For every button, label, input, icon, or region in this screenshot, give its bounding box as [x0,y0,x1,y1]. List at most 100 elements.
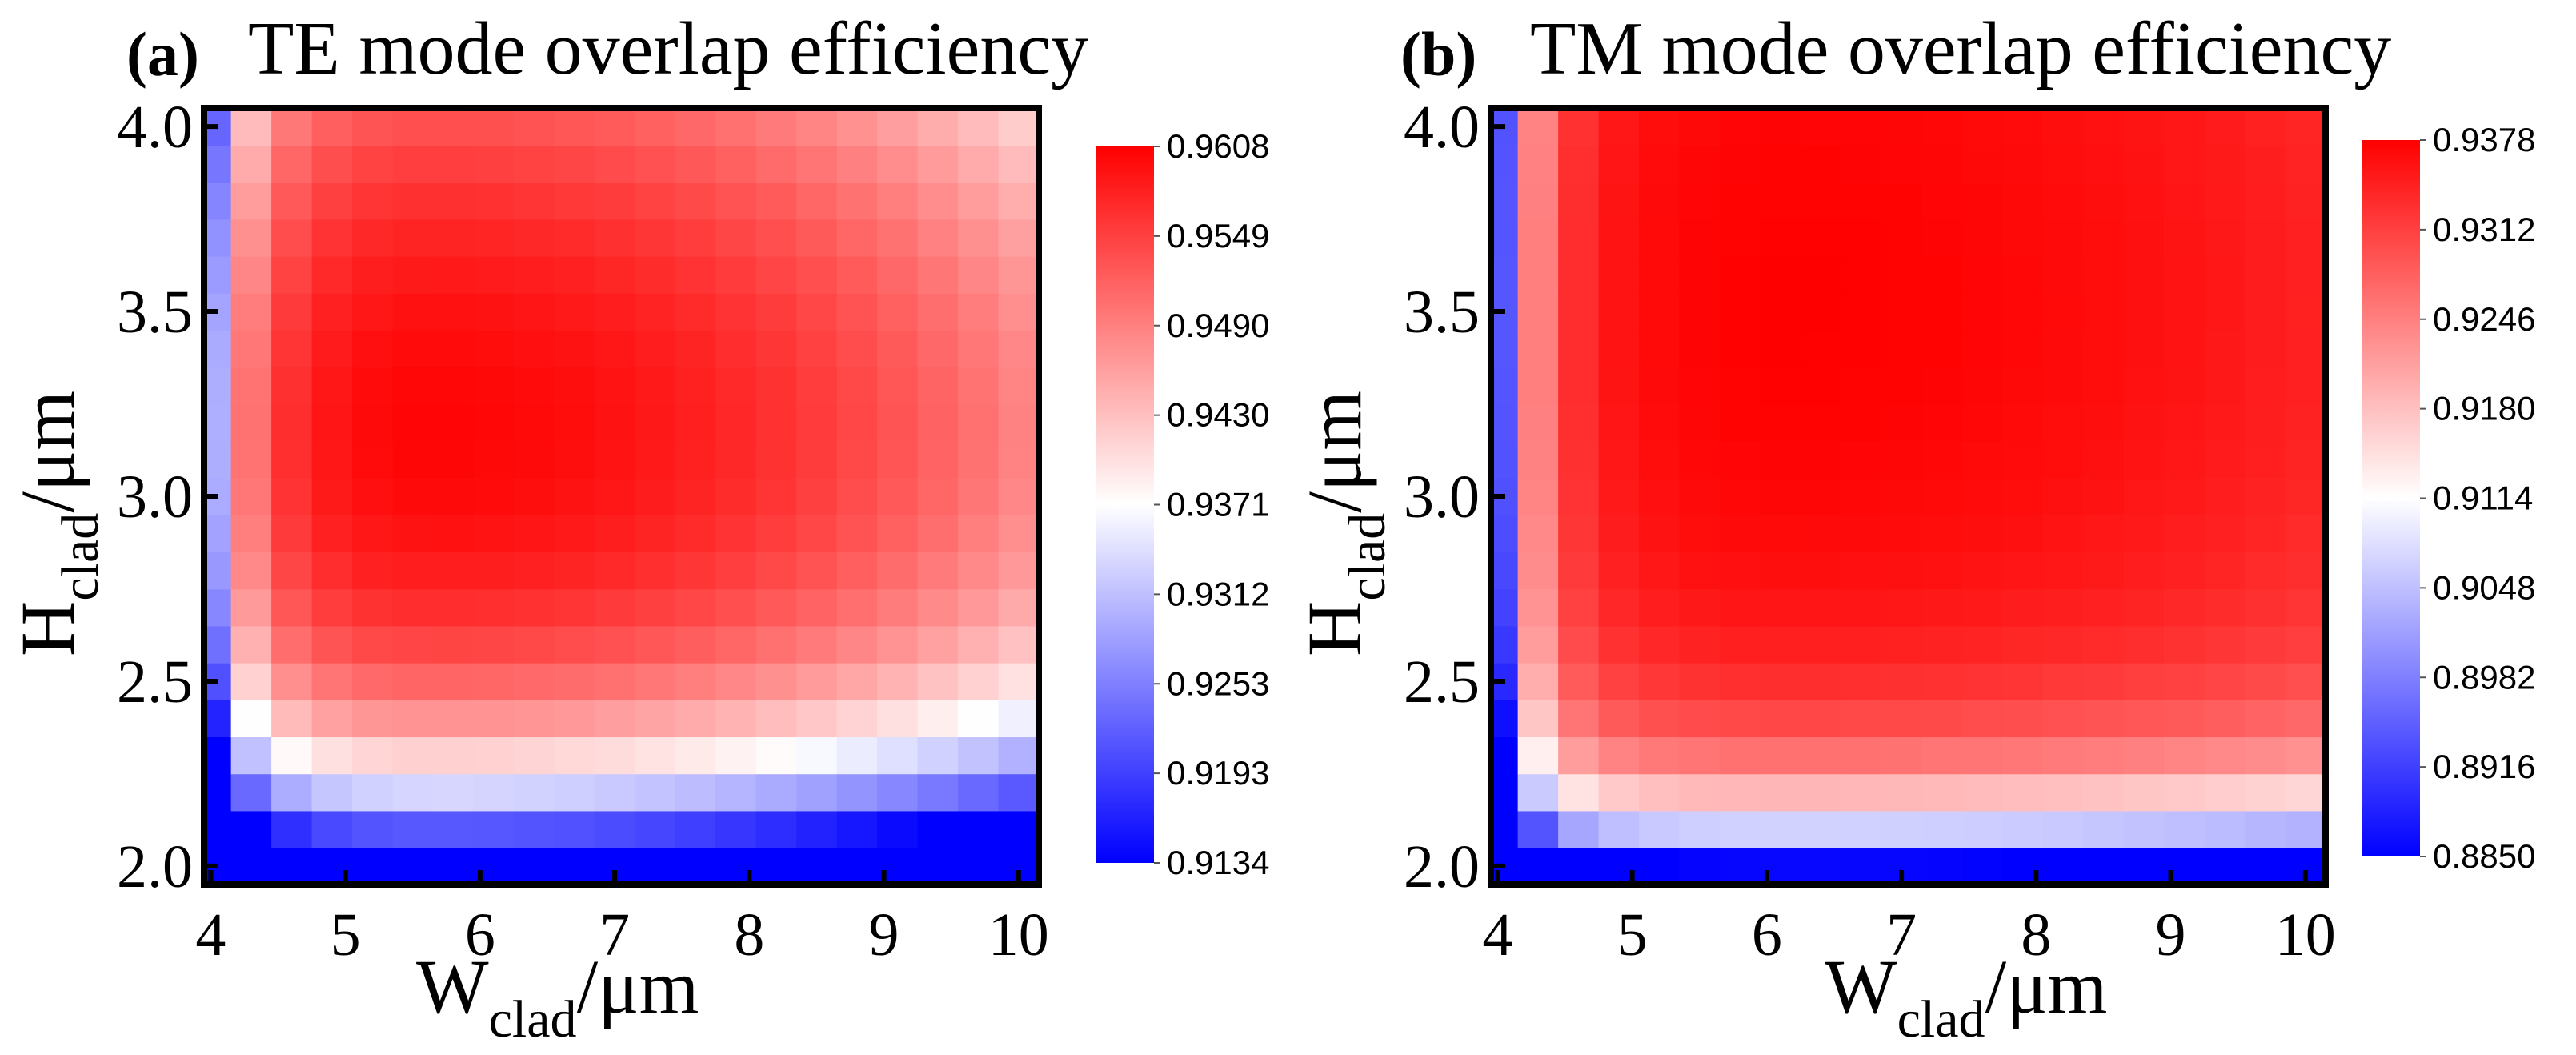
heatmap-cell [2204,330,2245,368]
heatmap-cell [1719,292,1761,331]
heatmap-cell [1841,847,1882,885]
heatmap-cell [755,810,797,848]
heatmap-cell [513,700,555,738]
heatmap-cell [877,440,919,479]
heatmap-cell [1961,182,2004,220]
heatmap-cell [513,145,555,183]
heatmap-cell [271,588,313,627]
heatmap-cell [311,552,353,590]
heatmap-cell [1491,182,1519,220]
heatmap-cell [836,145,878,183]
heatmap-cell [2164,736,2205,775]
heatmap-cell [877,588,919,627]
heatmap-cell [715,145,757,183]
heatmap-cell [2083,662,2125,700]
heatmap-cell [1881,552,1923,590]
heatmap-cell [311,625,353,664]
y-tick-label: 3.0 [1404,463,1480,531]
heatmap-cell [204,515,232,553]
heatmap-cell [2002,292,2044,331]
heatmap-cell [715,255,757,294]
heatmap-cell [877,108,919,146]
heatmap-cell [473,773,515,812]
x-axis-ticks: 4 5 6 7 8 9 10 [1482,870,2336,969]
heatmap-cell [715,736,757,775]
heatmap-cell [271,292,313,331]
heatmap-cell [917,700,959,738]
heatmap-cell [1841,292,1882,331]
heatmap-cell [1961,108,2004,146]
heatmap-cell [1639,330,1681,368]
heatmap-cell [836,773,878,812]
heatmap-cell [998,588,1040,627]
heatmap-cell [1598,182,1640,220]
heatmap-cell [635,255,676,294]
heatmap-cell [432,330,475,368]
heatmap-cell [2002,588,2044,627]
heatmap-cell [473,440,515,479]
x-axis-ticks: 4 5 6 7 8 9 10 [195,870,1049,969]
heatmap-cell [635,182,676,220]
heatmap-cell [392,625,434,664]
heatmap-cell [755,255,797,294]
panel-label: (a) [126,19,199,89]
heatmap-cell [473,810,515,848]
heatmap-cell [917,662,959,700]
heatmap-cell [1517,515,1559,553]
heatmap-cell [2083,403,2125,442]
heatmap-cell [594,625,636,664]
heatmap-cell [796,292,838,331]
heatmap-cell [2083,810,2125,848]
heatmap-cell [2164,292,2205,331]
heatmap-cell [392,440,434,479]
heatmap-cell [594,440,636,479]
heatmap-cell [1558,292,1600,331]
heatmap-cell [2042,145,2084,183]
heatmap-cell [917,440,959,479]
heatmap-cell [755,736,797,775]
heatmap-cell [1760,440,1801,479]
heatmap-cell [1800,403,1842,442]
heatmap-cell [836,330,878,368]
heatmap-cell [1921,736,1963,775]
heatmap-cell [2042,255,2084,294]
heatmap-cell [635,736,676,775]
heatmap-cell [1800,625,1842,664]
heatmap-cell [1800,367,1842,405]
heatmap-cell [230,440,272,479]
heatmap-cell [230,367,272,405]
heatmap-cell [755,330,797,368]
heatmap-cell [513,477,555,515]
heatmap-cell [204,625,232,664]
heatmap-cell [311,367,353,405]
heatmap-cell [1841,810,1882,848]
heatmap-cell [2083,255,2125,294]
heatmap-cell [877,662,919,700]
heatmap-cell [1639,182,1681,220]
heatmap-cell [1881,700,1923,738]
heatmap-cell [635,662,676,700]
heatmap-cell [635,773,676,812]
heatmap-cell [1961,440,2004,479]
heatmap-cell [352,515,394,553]
heatmap-cell [513,292,555,331]
heatmap-cell [594,292,636,331]
heatmap-cell [755,108,797,146]
heatmap-cell [1517,588,1559,627]
heatmap-cell [675,736,717,775]
heatmap-cell [1598,403,1640,442]
heatmap-cell [352,847,394,885]
heatmap-cell [635,403,676,442]
heatmap-cell [2164,403,2205,442]
heatmap-cell [2245,145,2286,183]
heatmap-cell [1760,773,1801,812]
heatmap-cell [1517,662,1559,700]
heatmap-cell [715,773,757,812]
heatmap-cell [554,108,595,146]
heatmap-cell [1679,736,1721,775]
heatmap-cell [2164,145,2205,183]
colorbar-tick-label: 0.8982 [2433,658,2535,696]
heatmap-cell [2204,255,2245,294]
heatmap-cell [1841,515,1882,553]
heatmap-cell [1921,477,1963,515]
